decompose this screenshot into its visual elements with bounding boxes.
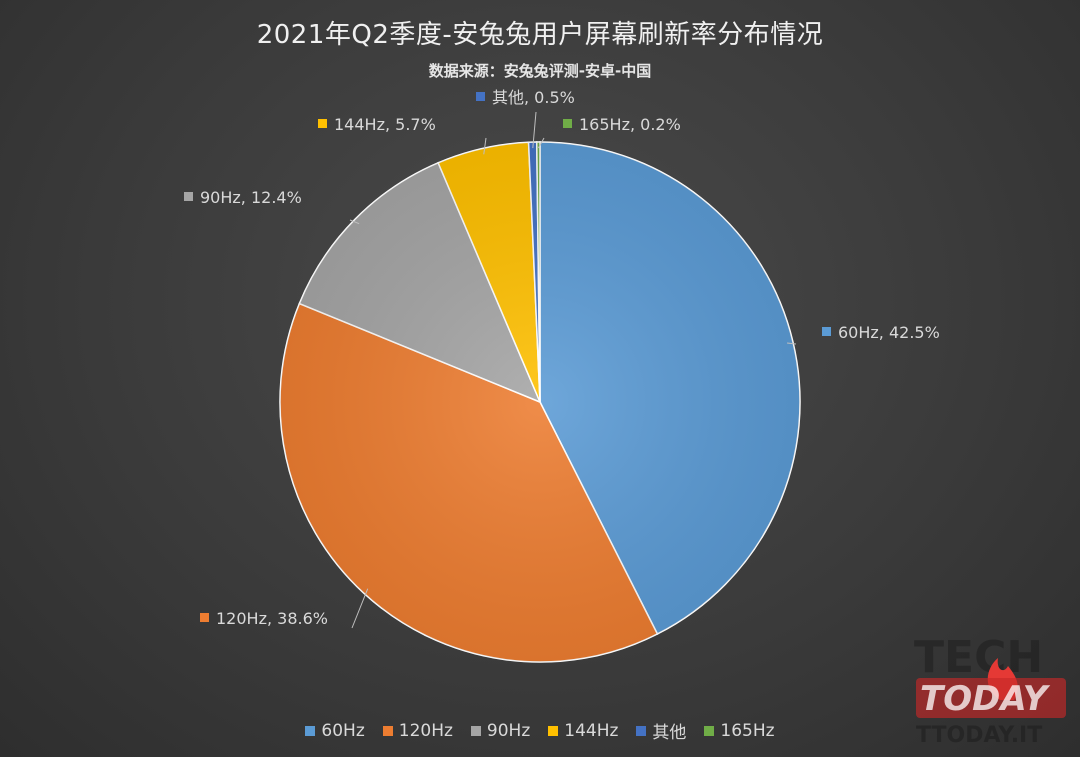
- legend-swatch-3: [548, 725, 559, 736]
- slice-label-5: 165Hz, 0.2%: [579, 115, 681, 134]
- chart-subtitle: 数据来源：安兔兔评测-安卓-中国: [428, 62, 652, 80]
- legend-label-0: 60Hz: [321, 720, 365, 741]
- leader-line-3: [483, 137, 487, 155]
- legend: 60Hz 120Hz 90Hz 144Hz 其他 165Hz: [0, 718, 1080, 743]
- legend-item-5: 165Hz: [704, 718, 775, 743]
- slice-label-0: 60Hz, 42.5%: [838, 323, 940, 342]
- legend-label-2: 90Hz: [486, 720, 531, 741]
- legend-label-5: 165Hz: [720, 720, 775, 741]
- label-swatch-5: [563, 119, 572, 128]
- label-swatch-1: [200, 613, 209, 622]
- legend-swatch-4: [636, 725, 647, 736]
- legend-swatch-2: [470, 725, 481, 736]
- leader-line-2: [349, 219, 360, 225]
- watermark-logo: TECH TODAY TTODAY.IT: [914, 632, 1066, 748]
- slice-label-4: 其他, 0.5%: [492, 88, 575, 107]
- legend-item-1: 120Hz: [382, 718, 453, 743]
- label-swatch-4: [476, 92, 485, 101]
- legend-label-3: 144Hz: [564, 720, 619, 741]
- slice-label-1: 120Hz, 38.6%: [216, 609, 328, 628]
- slice-label-2: 90Hz, 12.4%: [200, 188, 302, 207]
- leader-line-4: [532, 111, 537, 149]
- legend-label-4: 其他: [652, 723, 687, 743]
- leader-line-0: [787, 342, 797, 345]
- watermark-line2: TODAY: [920, 679, 1051, 719]
- legend-label-1: 120Hz: [398, 720, 453, 741]
- label-swatch-3: [318, 119, 327, 128]
- legend-swatch-1: [382, 725, 393, 736]
- chart-title: 2021年Q2季度-安兔兔用户屏幕刷新率分布情况: [256, 20, 824, 50]
- leader-line-1: [351, 588, 369, 629]
- legend-swatch-0: [305, 725, 316, 736]
- legend-item-0: 60Hz: [305, 718, 365, 743]
- watermark-line1: TECH: [914, 632, 1043, 683]
- watermark-line3: TTODAY.IT: [916, 723, 1042, 748]
- leader-line-5: [537, 137, 545, 149]
- legend-item-3: 144Hz: [548, 718, 618, 743]
- legend-item-2: 90Hz: [470, 718, 531, 743]
- legend-item-4: 其他: [636, 718, 686, 743]
- label-swatch-2: [184, 192, 193, 201]
- legend-swatch-5: [704, 725, 715, 736]
- slice-label-3: 144Hz, 5.7%: [334, 115, 436, 134]
- label-swatch-0: [822, 327, 831, 336]
